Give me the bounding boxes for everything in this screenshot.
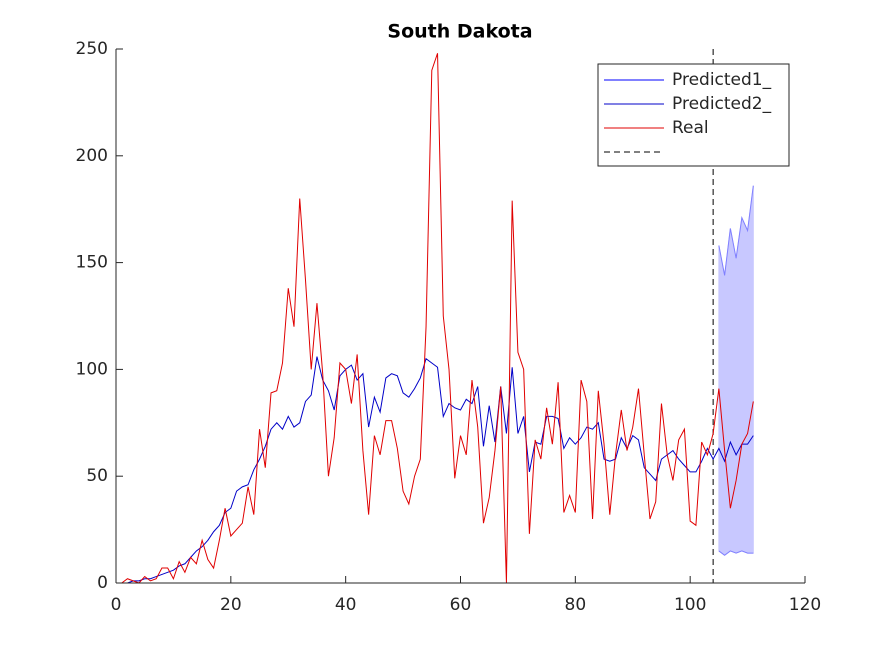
y-tick-label: 200 [76, 146, 108, 166]
legend-label: Predicted2_ [672, 94, 772, 114]
x-tick-label: 60 [450, 595, 472, 615]
legend-label: Real [672, 118, 709, 138]
band-edge [718, 185, 754, 276]
x-tick-label: 40 [335, 595, 357, 615]
y-tick-label: 250 [76, 39, 108, 59]
series-line [121, 356, 754, 584]
legend-label: Predicted1_ [672, 70, 772, 90]
y-tick-label: 100 [76, 359, 108, 379]
x-tick-label: 120 [789, 595, 821, 615]
chart-title: South Dakota [387, 21, 532, 43]
band-edge [718, 550, 754, 556]
x-tick-label: 0 [111, 595, 122, 615]
legend-box [597, 63, 790, 167]
series-line [121, 53, 754, 584]
prediction-band [718, 185, 754, 556]
x-tick-label: 80 [565, 595, 587, 615]
x-tick-label: 100 [674, 595, 706, 615]
x-tick-label: 20 [220, 595, 242, 615]
y-tick-label: 50 [86, 466, 108, 486]
y-tick-label: 0 [97, 573, 108, 593]
y-tick-label: 150 [76, 253, 108, 273]
